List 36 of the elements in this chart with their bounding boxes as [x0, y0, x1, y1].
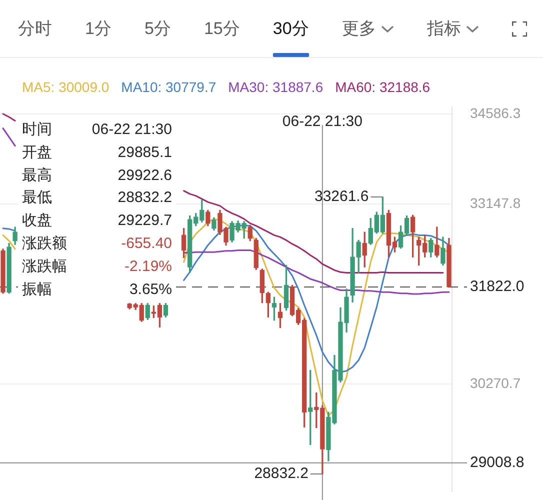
annotation: 28832.2 — [118, 188, 172, 208]
text: 1分 — [85, 18, 112, 40]
annotation: 涨跌额 — [22, 234, 67, 254]
text: 5分 — [144, 18, 171, 40]
annotation: 开盘 — [22, 142, 52, 163]
annotation: 振幅 — [22, 280, 52, 300]
text: 30分 — [272, 18, 309, 40]
text: 更多 — [342, 18, 376, 40]
text: MA30: 31887.6 — [228, 79, 324, 95]
line-series — [183, 190, 444, 274]
text: MA60: 32188.6 — [335, 79, 430, 95]
y-tick-label: 30270.7 — [470, 374, 521, 391]
annotation: 3.65% — [129, 280, 172, 300]
ref-line-label: 29008.8 — [470, 454, 524, 472]
annotation: 最低 — [22, 188, 52, 208]
annotation: 涨跌幅 — [22, 256, 67, 277]
y-tick-label: 33147.8 — [470, 194, 521, 211]
text: 指标 — [426, 18, 461, 40]
line-series — [183, 249, 450, 295]
annotation: -2.19% — [124, 256, 172, 277]
annotation: 最高 — [22, 166, 52, 186]
annotation: 28832.2 — [254, 465, 308, 482]
y-tick-label: 34586.3 — [470, 104, 521, 121]
annotation: 33261.6 — [314, 188, 369, 206]
text: 15分 — [204, 18, 240, 40]
text: 分时 — [18, 18, 52, 40]
annotation: 29229.7 — [118, 211, 172, 232]
ref-line-label: 31822.0 — [470, 278, 524, 296]
annotation: 29885.1 — [118, 142, 172, 163]
annotation: 06-22 21:30 — [92, 120, 172, 140]
annotation: 29922.6 — [118, 166, 172, 186]
text: MA10: 30779.7 — [121, 79, 216, 95]
text: MA5: 30009.0 — [22, 79, 110, 95]
annotation: 收盘 — [22, 211, 52, 232]
annotation: 时间 — [22, 120, 52, 140]
annotation: -655.40 — [121, 234, 172, 254]
